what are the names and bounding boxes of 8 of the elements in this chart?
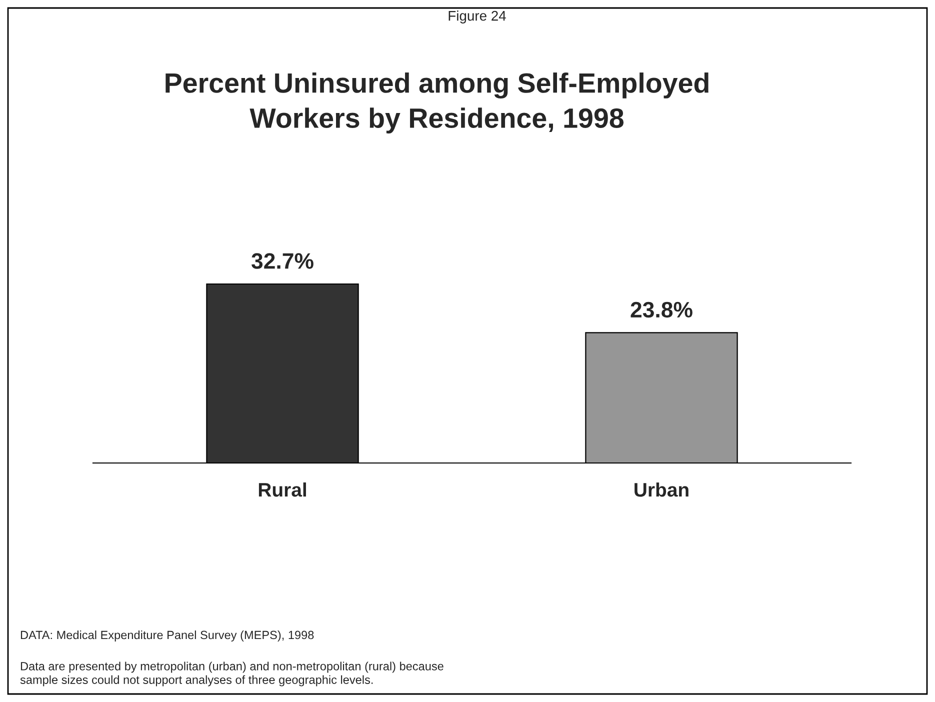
- chart-title: Percent Uninsured among Self-Employed Workers by Residence, 1998: [166, 72, 708, 134]
- data-label: 23.8%: [630, 302, 692, 318]
- text: Data are presented by metropolitan (urban) and non-metropolitan (rural) because sample sizes could not support analyses of three geographic levels.: [20, 662, 444, 686]
- text: DATA: Medical Expenditure Panel Survey (MEPS), 1998: [20, 630, 314, 642]
- x-tick-label: Urban: [634, 482, 688, 497]
- data-label: 32.7%: [252, 253, 314, 269]
- x-tick-label: Rural: [258, 482, 306, 497]
- chart-subtitle: Figure 24: [448, 10, 506, 24]
